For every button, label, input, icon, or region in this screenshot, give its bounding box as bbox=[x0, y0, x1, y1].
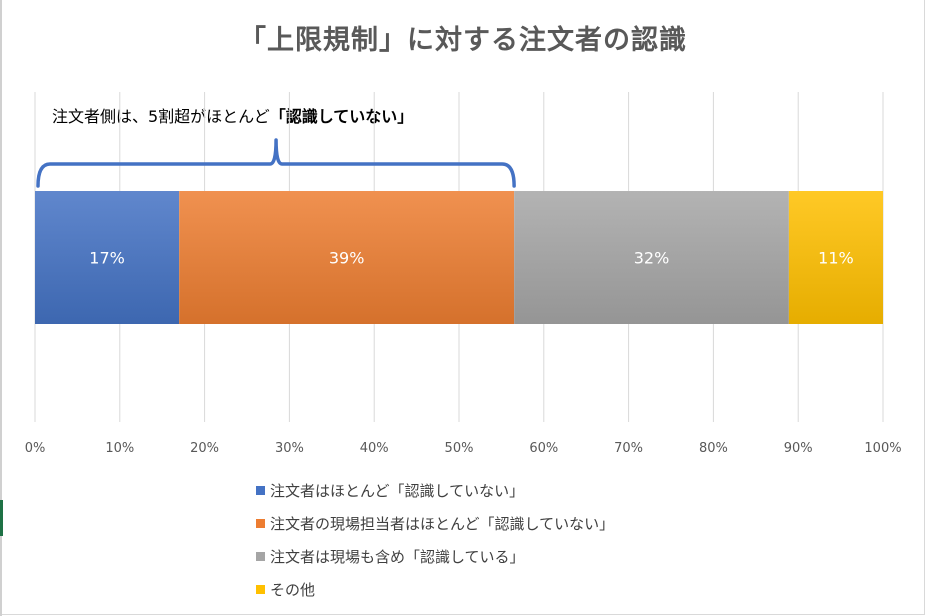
brace-annotation: 注文者側は、5割超がほとんど「認識していない」 bbox=[52, 103, 413, 127]
curly-brace bbox=[36, 138, 516, 188]
x-tick-label: 20% bbox=[190, 441, 219, 456]
window-left-edge bbox=[0, 0, 2, 616]
bar-segment bbox=[179, 191, 515, 324]
annotation-bold-text: 「認識していない」 bbox=[269, 107, 414, 126]
x-tick-label: 60% bbox=[529, 441, 558, 456]
brace-path bbox=[36, 138, 516, 188]
bar-data-label: 32% bbox=[634, 249, 670, 268]
chart-title: 「上限規制」に対する注文者の認識 bbox=[239, 25, 687, 56]
legend-label: 注文者の現場担当者はほとんど「認識していない」 bbox=[270, 515, 615, 533]
bar-segment bbox=[35, 191, 180, 324]
x-axis-ticks: 0% 10% 20% 30% 40% 50% 60% 70% 80% 90% 100% bbox=[25, 441, 902, 456]
legend-swatch bbox=[256, 486, 265, 495]
stacked-bar: 17% 39% 32% 11% bbox=[35, 191, 883, 324]
legend-item: 注文者はほとんど「認識していない」 bbox=[256, 474, 614, 507]
window-left-accent bbox=[0, 500, 3, 536]
bar-data-label: 39% bbox=[329, 249, 365, 268]
x-tick-label: 0% bbox=[25, 441, 46, 456]
legend-swatch bbox=[256, 519, 265, 528]
x-tick-label: 30% bbox=[275, 441, 304, 456]
legend-item: 注文者の現場担当者はほとんど「認識していない」 bbox=[256, 507, 614, 540]
legend-item: その他 bbox=[256, 573, 614, 606]
legend-label: 注文者は現場も含め「認識している」 bbox=[270, 548, 525, 566]
annotation-plain-text: 注文者側は、5割超がほとんど bbox=[52, 107, 270, 126]
x-tick-label: 90% bbox=[784, 441, 813, 456]
x-tick-label: 70% bbox=[614, 441, 643, 456]
bar-segment bbox=[788, 191, 883, 324]
x-tick-label: 80% bbox=[699, 441, 728, 456]
x-tick-label: 10% bbox=[105, 441, 134, 456]
bar-data-label: 11% bbox=[818, 249, 854, 268]
legend-label: その他 bbox=[270, 581, 316, 599]
legend-swatch bbox=[256, 552, 265, 561]
x-tick-label: 40% bbox=[360, 441, 389, 456]
x-tick-label: 100% bbox=[864, 441, 901, 456]
x-tick-label: 50% bbox=[445, 441, 474, 456]
bar-segment bbox=[514, 191, 789, 324]
legend-label: 注文者はほとんど「認識していない」 bbox=[270, 482, 525, 500]
legend-item: 注文者は現場も含め「認識している」 bbox=[256, 540, 614, 573]
legend: 注文者はほとんど「認識していない」注文者の現場担当者はほとんど「認識していない」… bbox=[256, 474, 614, 606]
legend-swatch bbox=[256, 585, 265, 594]
bar-data-label: 17% bbox=[89, 249, 125, 268]
